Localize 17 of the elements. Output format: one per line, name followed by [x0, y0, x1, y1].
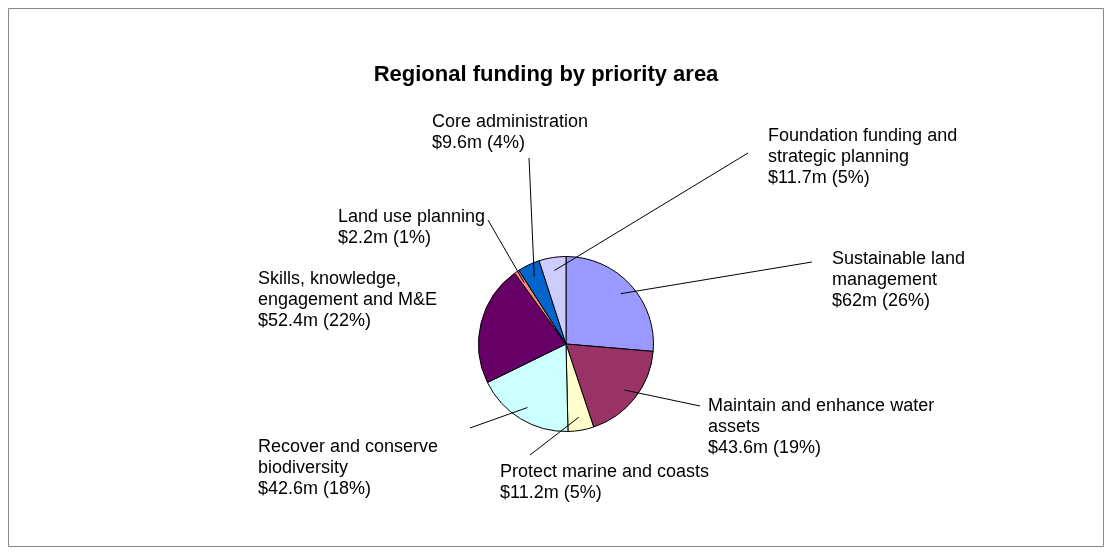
slice-label: Recover and conserve biodiversity	[258, 435, 439, 477]
slice-label: Sustainable land management	[832, 247, 966, 289]
slice-label: Maintain and enhance water assets	[708, 394, 935, 436]
data-label: $11.2m (5%)	[500, 481, 602, 502]
data-label: $11.7m (5%)	[768, 166, 870, 187]
data-label: $43.6m (19%)	[708, 436, 822, 457]
data-label: $9.6m (4%)	[432, 131, 526, 152]
slice-label: Protect marine and coasts	[500, 460, 710, 481]
data-label: $62m (26%)	[832, 289, 931, 310]
data-label: $42.6m (18%)	[258, 477, 372, 498]
slice-label: Core administration	[432, 110, 589, 131]
data-label: $52.4m (22%)	[258, 309, 372, 330]
chart-title: Regional funding by priority area	[373, 61, 720, 87]
slice-label: Foundation funding and strategic planning	[768, 124, 958, 166]
slice-label: Land use planning	[338, 205, 486, 226]
data-label: $2.2m (1%)	[338, 226, 432, 247]
slice-label: Skills, knowledge, engagement and M&E	[258, 267, 438, 309]
